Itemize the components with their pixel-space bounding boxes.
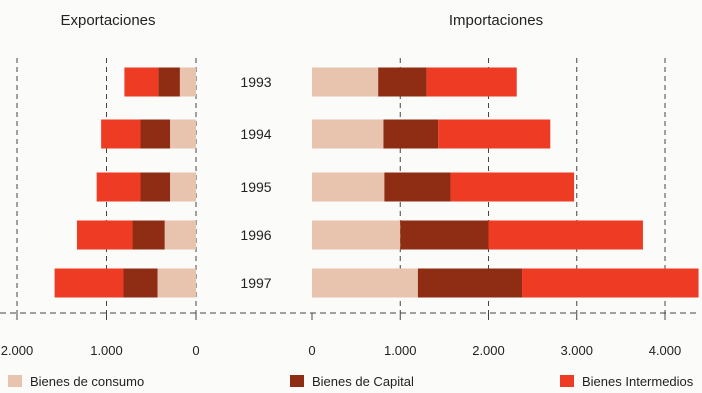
export-bar-capital-1995 [140, 172, 171, 202]
year-label-1997: 1997 [240, 275, 271, 291]
exportaciones-title: Exportaciones [60, 12, 155, 29]
year-label-1994: 1994 [240, 126, 271, 142]
export-bar-capital-1996 [132, 220, 165, 250]
legend-item-consumo: Bienes de consumo [8, 370, 144, 392]
year-label-1993: 1993 [240, 74, 271, 90]
import-tick-label: 4.000 [649, 343, 682, 358]
import-bar-consumo-1993 [312, 67, 379, 97]
export-bar-capital-1993 [158, 67, 180, 97]
import-tick-label: 3.000 [560, 343, 593, 358]
year-label-1996: 1996 [240, 227, 271, 243]
legend-swatch-consumo [8, 375, 22, 387]
import-tick-label: 2.000 [472, 343, 505, 358]
import-bar-intermedios-1997 [522, 268, 699, 298]
export-tick-label: 0 [192, 343, 199, 358]
import-bar-capital-1994 [383, 119, 439, 149]
export-bar-capital-1997 [123, 268, 158, 298]
import-tick-label: 1.000 [384, 343, 417, 358]
export-bar-consumo-1994 [170, 119, 196, 149]
year-label-1995: 1995 [240, 179, 271, 195]
import-bar-intermedios-1995 [450, 172, 575, 202]
export-bar-intermedios-1994 [101, 119, 141, 149]
export-bar-intermedios-1996 [76, 220, 133, 250]
export-bar-intermedios-1997 [54, 268, 124, 298]
import-bar-consumo-1996 [312, 220, 401, 250]
legend-swatch-capital [290, 375, 304, 387]
export-bar-consumo-1995 [170, 172, 196, 202]
export-tick-label: 1.000 [90, 343, 123, 358]
legend-swatch-intermedios [560, 375, 574, 387]
export-bar-intermedios-1995 [96, 172, 141, 202]
import-bar-intermedios-1996 [488, 220, 643, 250]
import-bar-consumo-1994 [312, 119, 384, 149]
export-bar-intermedios-1993 [124, 67, 159, 97]
legend-label-capital: Bienes de Capital [312, 373, 414, 389]
import-bar-consumo-1995 [312, 172, 385, 202]
legend-item-capital: Bienes de Capital [290, 370, 414, 392]
legend-label-intermedios: Bienes Intermedios [582, 373, 694, 389]
import-bar-capital-1995 [384, 172, 451, 202]
export-bar-capital-1994 [140, 119, 171, 149]
legend-label-consumo: Bienes de consumo [30, 373, 145, 389]
import-bar-capital-1993 [378, 67, 427, 97]
legend-item-intermedios: Bienes Intermedios [560, 370, 693, 392]
export-bar-consumo-1993 [179, 67, 196, 97]
export-bar-consumo-1997 [157, 268, 196, 298]
export-bar-consumo-1996 [164, 220, 196, 250]
importaciones-title: Importaciones [449, 12, 543, 29]
import-bar-consumo-1997 [312, 268, 418, 298]
export-tick-label: 2.000 [1, 343, 34, 358]
import-tick-label: 0 [308, 343, 315, 358]
import-bar-capital-1997 [417, 268, 523, 298]
import-bar-intermedios-1994 [438, 119, 551, 149]
import-bar-intermedios-1993 [426, 67, 517, 97]
import-bar-capital-1996 [400, 220, 489, 250]
